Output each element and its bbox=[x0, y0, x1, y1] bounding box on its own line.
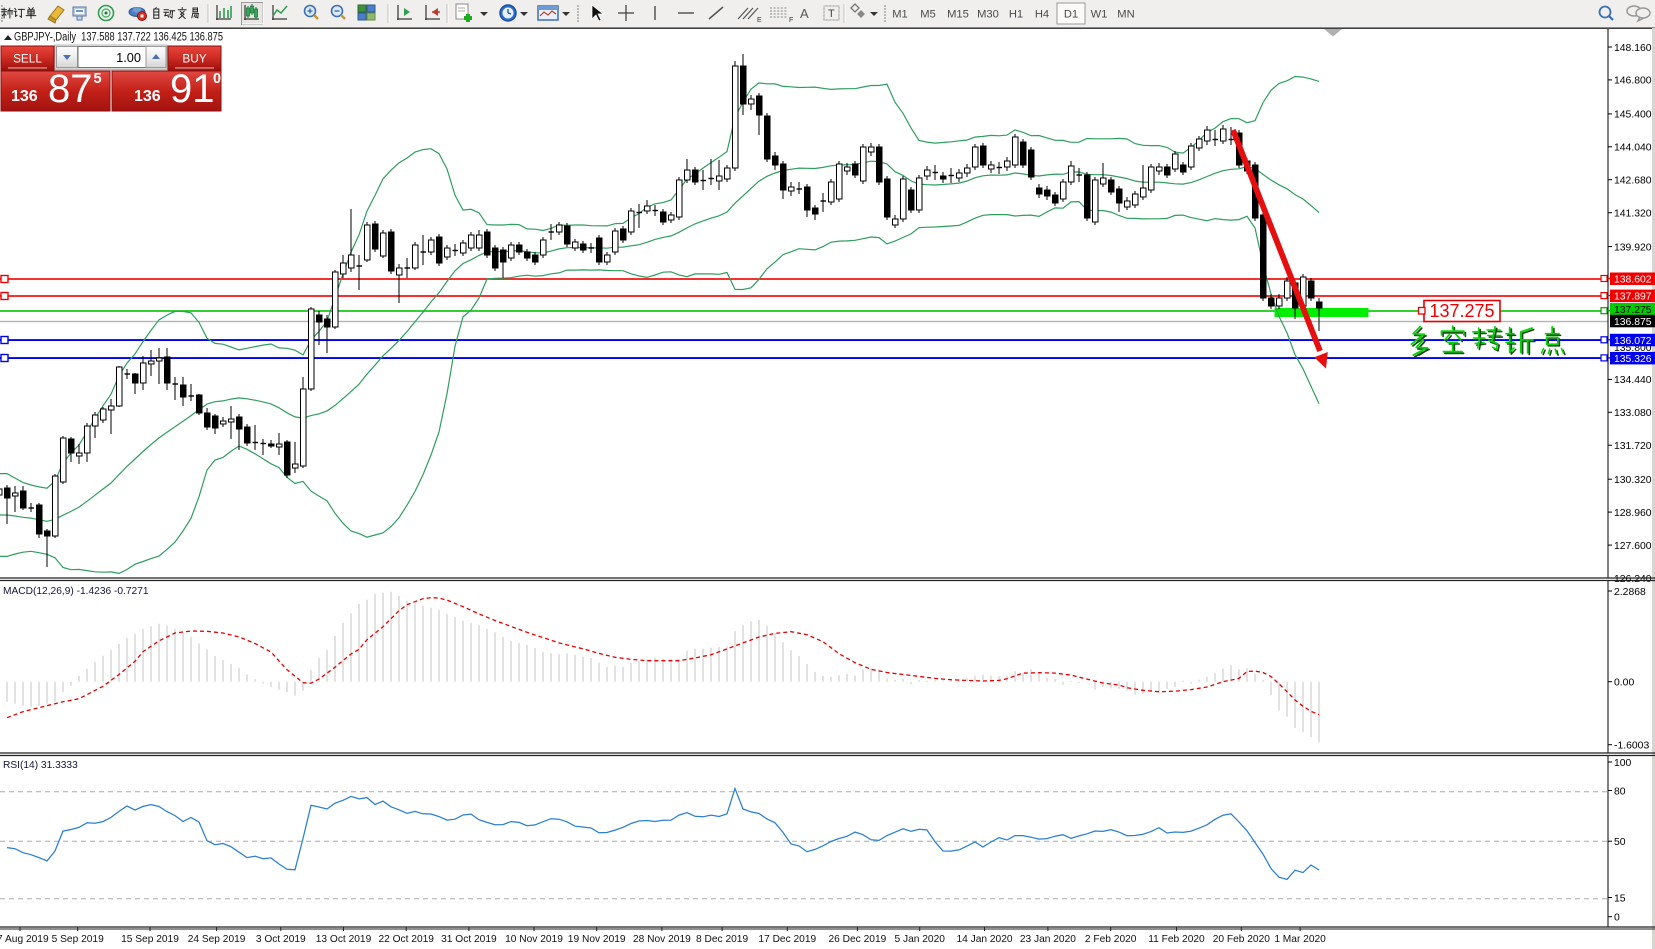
svg-text:148.160: 148.160 bbox=[1614, 43, 1652, 54]
svg-text:M30: M30 bbox=[977, 9, 999, 21]
svg-text:0: 0 bbox=[1614, 913, 1620, 924]
svg-text:0.00: 0.00 bbox=[1614, 678, 1634, 689]
svg-text:136.072: 136.072 bbox=[1614, 336, 1652, 347]
svg-text:135.800: 135.800 bbox=[1614, 343, 1652, 354]
svg-text:3 Oct 2019: 3 Oct 2019 bbox=[256, 934, 306, 945]
svg-text:5 Jan 2020: 5 Jan 2020 bbox=[894, 934, 945, 945]
svg-text:-1.6003: -1.6003 bbox=[1614, 741, 1649, 752]
svg-text:M5: M5 bbox=[920, 9, 936, 21]
svg-text:137.275: 137.275 bbox=[1614, 305, 1652, 316]
svg-text:E: E bbox=[757, 17, 762, 24]
svg-text:139.920: 139.920 bbox=[1614, 242, 1652, 253]
svg-text:91: 91 bbox=[170, 67, 215, 111]
svg-text:135.326: 135.326 bbox=[1614, 354, 1652, 365]
svg-text:M15: M15 bbox=[947, 9, 969, 21]
svg-text:RSI(14) 31.3333: RSI(14) 31.3333 bbox=[3, 760, 78, 771]
svg-text:2 Feb 2020: 2 Feb 2020 bbox=[1085, 934, 1137, 945]
svg-text:17 Dec 2019: 17 Dec 2019 bbox=[758, 934, 816, 945]
svg-text:126.240: 126.240 bbox=[1614, 574, 1652, 585]
svg-text:134.440: 134.440 bbox=[1614, 375, 1652, 386]
svg-text:MN: MN bbox=[1117, 9, 1134, 21]
svg-text:13 Oct 2019: 13 Oct 2019 bbox=[316, 934, 372, 945]
svg-text:20 Feb 2020: 20 Feb 2020 bbox=[1213, 934, 1271, 945]
svg-text:87: 87 bbox=[48, 67, 93, 111]
svg-text:T: T bbox=[828, 8, 835, 20]
svg-text:19 Nov 2019: 19 Nov 2019 bbox=[568, 934, 626, 945]
svg-text:24 Sep 2019: 24 Sep 2019 bbox=[188, 934, 246, 945]
svg-text:0: 0 bbox=[213, 71, 221, 87]
svg-text:H4: H4 bbox=[1035, 9, 1049, 21]
svg-text:137.897: 137.897 bbox=[1614, 292, 1652, 303]
svg-text:SELL: SELL bbox=[13, 52, 42, 66]
svg-text:128.960: 128.960 bbox=[1614, 508, 1652, 519]
svg-text:8 Dec 2019: 8 Dec 2019 bbox=[696, 934, 748, 945]
svg-text:136: 136 bbox=[11, 88, 38, 105]
svg-text:145.400: 145.400 bbox=[1614, 110, 1652, 121]
svg-text:W1: W1 bbox=[1091, 9, 1108, 21]
svg-text:5 Sep 2019: 5 Sep 2019 bbox=[52, 934, 104, 945]
svg-text:133.080: 133.080 bbox=[1614, 408, 1652, 419]
svg-text:137.275: 137.275 bbox=[1429, 301, 1494, 321]
svg-text:142.680: 142.680 bbox=[1614, 176, 1652, 187]
svg-text:80: 80 bbox=[1614, 786, 1626, 797]
svg-text:BUY: BUY bbox=[182, 52, 206, 66]
svg-text:F: F bbox=[789, 17, 793, 24]
svg-text:2.2868: 2.2868 bbox=[1614, 587, 1646, 598]
svg-text:10 Nov 2019: 10 Nov 2019 bbox=[505, 934, 563, 945]
svg-text:100: 100 bbox=[1614, 758, 1632, 769]
svg-text:131.720: 131.720 bbox=[1614, 441, 1652, 452]
svg-text:50: 50 bbox=[1614, 837, 1626, 848]
svg-text:15: 15 bbox=[1614, 893, 1626, 904]
svg-text:GBPJPY-,Daily 137.588 137.722: GBPJPY-,Daily 137.588 137.722 136.425 13… bbox=[14, 32, 223, 44]
svg-text:141.320: 141.320 bbox=[1614, 209, 1652, 220]
svg-text:23 Jan 2020: 23 Jan 2020 bbox=[1020, 934, 1076, 945]
svg-text:22 Oct 2019: 22 Oct 2019 bbox=[378, 934, 434, 945]
svg-text:14 Jan 2020: 14 Jan 2020 bbox=[956, 934, 1012, 945]
svg-text:MACD(12,26,9) -1.4236 -0.7271: MACD(12,26,9) -1.4236 -0.7271 bbox=[3, 586, 149, 597]
svg-text:136: 136 bbox=[134, 88, 161, 105]
svg-text:26 Dec 2019: 26 Dec 2019 bbox=[829, 934, 887, 945]
svg-text:H1: H1 bbox=[1009, 9, 1023, 21]
svg-text:138.602: 138.602 bbox=[1614, 275, 1652, 286]
svg-text:144.040: 144.040 bbox=[1614, 143, 1652, 154]
svg-text:28 Nov 2019: 28 Nov 2019 bbox=[633, 934, 691, 945]
svg-text:1 Mar 2020: 1 Mar 2020 bbox=[1274, 934, 1326, 945]
svg-text:A: A bbox=[800, 6, 809, 21]
svg-text:15 Sep 2019: 15 Sep 2019 bbox=[121, 934, 179, 945]
svg-text:5: 5 bbox=[94, 71, 102, 87]
svg-text:146.800: 146.800 bbox=[1614, 76, 1652, 87]
svg-text:M1: M1 bbox=[892, 9, 908, 21]
svg-text:136.875: 136.875 bbox=[1614, 317, 1652, 328]
svg-text:130.320: 130.320 bbox=[1614, 475, 1652, 486]
svg-text:1.00: 1.00 bbox=[116, 50, 141, 65]
svg-text:31 Oct 2019: 31 Oct 2019 bbox=[441, 934, 497, 945]
svg-text:27 Aug 2019: 27 Aug 2019 bbox=[0, 934, 49, 945]
svg-text:D1: D1 bbox=[1064, 9, 1078, 21]
svg-text:127.600: 127.600 bbox=[1614, 541, 1652, 552]
svg-text:11 Feb 2020: 11 Feb 2020 bbox=[1148, 934, 1205, 945]
